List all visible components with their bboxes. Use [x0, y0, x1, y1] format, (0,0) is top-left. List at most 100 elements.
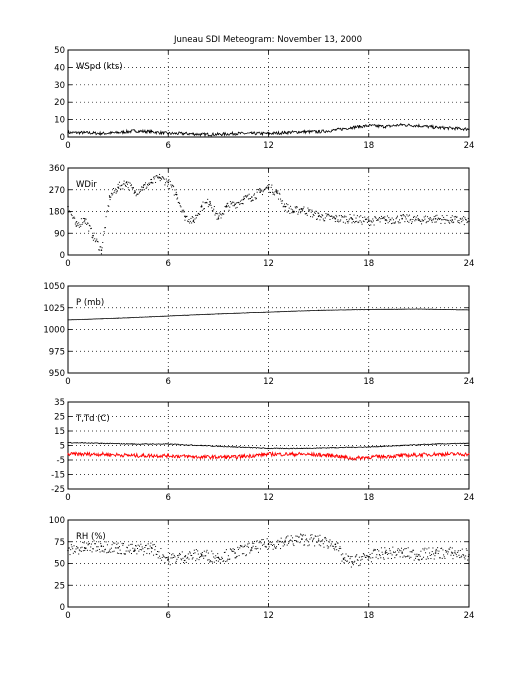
scatter-dot: [279, 540, 281, 542]
scatter-dot: [382, 553, 384, 555]
scatter-dot: [317, 212, 319, 214]
scatter-dot: [98, 249, 100, 251]
data-point: [150, 547, 153, 549]
scatter-dot: [113, 191, 115, 193]
scatter-dot: [372, 550, 374, 552]
scatter-dot: [365, 218, 367, 220]
scatter-dot: [127, 550, 129, 552]
scatter-dot: [290, 208, 292, 210]
scatter-dot: [349, 214, 351, 216]
scatter-dot: [384, 222, 386, 224]
x-tick-label: 24: [464, 611, 475, 621]
scatter-dot: [288, 542, 290, 544]
scatter-dot: [74, 551, 76, 553]
scatter-dot: [213, 561, 215, 563]
scatter-dot: [174, 556, 176, 558]
scatter-dot: [376, 219, 378, 221]
scatter-dot: [241, 553, 243, 555]
scatter-dot: [394, 557, 396, 559]
scatter-dot: [88, 224, 90, 226]
panel-0: 0 6 12 18 24 0 10 20 30 40 50 WSpd (kts): [54, 46, 474, 151]
scatter-dot: [212, 210, 214, 212]
scatter-dot: [338, 215, 340, 217]
scatter-dot: [344, 557, 346, 559]
scatter-dot: [201, 555, 203, 557]
data-point: [267, 453, 270, 455]
scatter-dot: [189, 552, 191, 554]
scatter-dot: [312, 213, 314, 215]
scatter-dot: [369, 220, 371, 222]
scatter-dot: [248, 193, 250, 195]
scatter-dot: [276, 541, 278, 543]
scatter-dot: [450, 217, 452, 219]
scatter-dot: [112, 542, 114, 544]
data-point: [301, 538, 303, 540]
scatter-dot: [374, 549, 376, 551]
y-tick-label: 975: [49, 347, 65, 357]
scatter-dot: [172, 553, 174, 555]
panel-2: 0 6 12 18 24 950 975 1000 1025 1050 P (mb): [43, 282, 474, 387]
scatter-dot: [69, 211, 71, 213]
scatter-dot: [149, 545, 151, 547]
scatter-dot: [300, 534, 302, 536]
scatter-dot: [405, 216, 407, 218]
x-tick-label: 6: [166, 377, 171, 387]
scatter-dot: [196, 214, 198, 216]
panel-label: WSpd (kts): [76, 62, 123, 72]
scatter-dot: [186, 557, 188, 559]
data-point: [175, 193, 178, 196]
y-tick-label: 0: [60, 133, 65, 143]
scatter-dot: [142, 189, 144, 191]
scatter-dot: [123, 553, 125, 555]
scatter-dot: [104, 549, 106, 551]
scatter-dot: [116, 552, 118, 554]
scatter-dot: [269, 541, 271, 543]
scatter-dot: [228, 209, 230, 211]
scatter-dot: [161, 176, 163, 178]
scatter-dot: [453, 554, 455, 556]
data-point: [334, 129, 336, 131]
scatter-dot: [163, 178, 165, 180]
scatter-dot: [184, 559, 186, 561]
scatter-dot: [101, 247, 103, 249]
scatter-dot: [460, 556, 462, 558]
scatter-dot: [175, 193, 177, 195]
scatter-dot: [340, 219, 342, 221]
scatter-dot: [227, 558, 229, 560]
scatter-dot: [300, 212, 302, 214]
scatter-dot: [295, 535, 297, 537]
scatter-dot: [458, 554, 460, 556]
scatter-dot: [407, 220, 409, 222]
scatter-dot: [221, 214, 223, 216]
scatter-dot: [382, 557, 384, 559]
data-point: [250, 547, 253, 549]
scatter-dot: [277, 190, 279, 192]
scatter-dot: [214, 214, 216, 216]
data-point: [134, 130, 136, 132]
data-point: [451, 552, 454, 554]
scatter-dot: [202, 201, 204, 203]
scatter-dot: [421, 558, 423, 560]
scatter-dot: [286, 203, 288, 205]
scatter-dot: [328, 546, 330, 548]
scatter-dot: [119, 185, 121, 187]
scatter-dot: [126, 183, 128, 185]
data-point: [200, 205, 203, 208]
scatter-dot: [320, 216, 322, 218]
scatter-dot: [124, 553, 126, 555]
scatter-dot: [139, 549, 141, 551]
scatter-dot: [309, 209, 311, 211]
y-tick-label: 360: [49, 164, 65, 174]
scatter-dot: [203, 208, 205, 210]
scatter-dot: [260, 542, 262, 544]
scatter-dot: [405, 218, 407, 220]
scatter-dot: [135, 545, 137, 547]
scatter-dot: [360, 556, 362, 558]
scatter-dot: [276, 193, 278, 195]
scatter-dot: [151, 551, 153, 553]
scatter-dot: [88, 230, 90, 232]
scatter-dot: [354, 222, 356, 224]
scatter-dot: [77, 547, 79, 549]
scatter-dot: [264, 188, 266, 190]
scatter-dot: [451, 551, 453, 553]
